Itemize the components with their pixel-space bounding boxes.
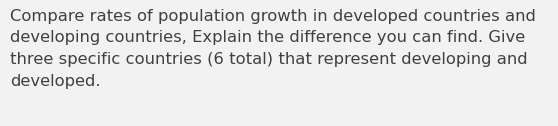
Text: Compare rates of population growth in developed countries and
developing countri: Compare rates of population growth in de… bbox=[10, 9, 536, 89]
